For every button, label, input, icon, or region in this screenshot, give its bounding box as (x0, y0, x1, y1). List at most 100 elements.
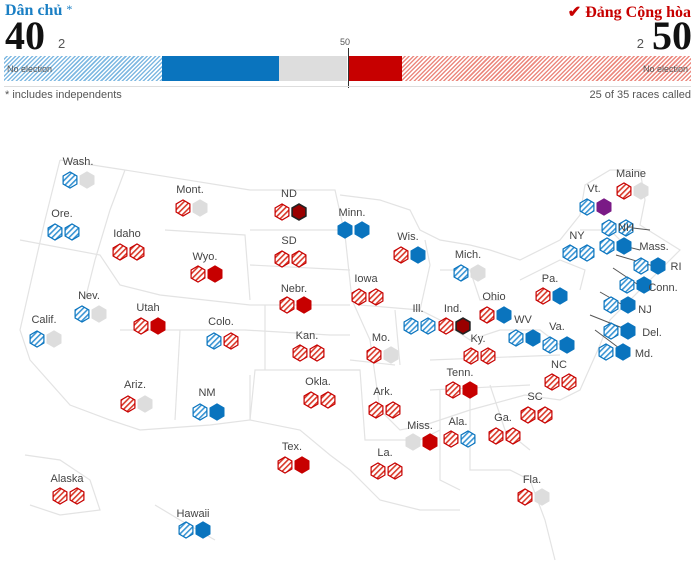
state-hex-alaska-1[interactable] (52, 487, 68, 505)
state-hex-pa-1[interactable] (535, 287, 551, 305)
state-hex-wis-2[interactable] (410, 246, 426, 264)
state-hex-ind-2[interactable] (455, 317, 471, 335)
state-hex-tenn-1[interactable] (445, 381, 461, 399)
state-hex-ala-2[interactable] (460, 430, 476, 448)
state-hex-ore-2[interactable] (64, 223, 80, 241)
state-hex-miss-2[interactable] (422, 433, 438, 451)
state-hex-iowa-2[interactable] (368, 288, 384, 306)
state-hex-pa-2[interactable] (552, 287, 568, 305)
state-hex-wash-1[interactable] (62, 171, 78, 189)
state-hex-kan-1[interactable] (292, 344, 308, 362)
state-hex-sc-1[interactable] (520, 406, 536, 424)
state-hex-mass-1[interactable] (599, 237, 615, 255)
state-hex-va-1[interactable] (542, 336, 558, 354)
state-hex-ky-2[interactable] (480, 347, 496, 365)
state-hex-nc-1[interactable] (544, 373, 560, 391)
state-hex-ny-2[interactable] (579, 244, 595, 262)
state-hex-wv-1[interactable] (508, 329, 524, 347)
state-hex-ohio-2[interactable] (496, 306, 512, 324)
state-hex-nm-2[interactable] (209, 403, 225, 421)
state-hex-minn-2[interactable] (354, 221, 370, 239)
state-hex-ill-2[interactable] (420, 317, 436, 335)
state-hex-ariz-1[interactable] (120, 395, 136, 413)
state-hex-md-1[interactable] (598, 343, 614, 361)
state-hex-conn-1[interactable] (619, 276, 635, 294)
state-hex-nebr-2[interactable] (296, 296, 312, 314)
state-hex-nh-2[interactable] (618, 219, 634, 237)
state-hex-conn-2[interactable] (636, 276, 652, 294)
state-hex-hawaii-1[interactable] (178, 521, 194, 539)
state-hex-va-2[interactable] (559, 336, 575, 354)
state-hex-fla-2[interactable] (534, 488, 550, 506)
state-hex-ri-1[interactable] (633, 257, 649, 275)
state-hex-ri-2[interactable] (650, 257, 666, 275)
state-hex-wv-2[interactable] (525, 329, 541, 347)
state-hex-mo-2[interactable] (383, 346, 399, 364)
state-hex-la-1[interactable] (370, 462, 386, 480)
state-hex-nd-2[interactable] (291, 203, 307, 221)
state-hex-calif-1[interactable] (29, 330, 45, 348)
state-hex-alaska-2[interactable] (69, 487, 85, 505)
state-hex-okla-1[interactable] (303, 391, 319, 409)
state-hex-utah-1[interactable] (133, 317, 149, 335)
state-hex-idaho-1[interactable] (112, 243, 128, 261)
state-hex-idaho-2[interactable] (129, 243, 145, 261)
state-hex-kan-2[interactable] (309, 344, 325, 362)
state-hex-nc-2[interactable] (561, 373, 577, 391)
state-hex-sc-2[interactable] (537, 406, 553, 424)
state-hex-miss-1[interactable] (405, 433, 421, 451)
state-hex-ny-1[interactable] (562, 244, 578, 262)
state-hex-colo-1[interactable] (206, 332, 222, 350)
state-hex-ark-2[interactable] (385, 401, 401, 419)
state-hex-ohio-1[interactable] (479, 306, 495, 324)
state-hex-md-2[interactable] (615, 343, 631, 361)
state-hex-nd-1[interactable] (274, 203, 290, 221)
state-hex-tenn-2[interactable] (462, 381, 478, 399)
state-hex-tex-2[interactable] (294, 456, 310, 474)
state-hex-calif-2[interactable] (46, 330, 62, 348)
state-hex-nev-2[interactable] (91, 305, 107, 323)
state-hex-nj-1[interactable] (603, 296, 619, 314)
state-hex-wyo-1[interactable] (190, 265, 206, 283)
state-hex-sd-2[interactable] (291, 250, 307, 268)
state-hex-del-2[interactable] (620, 322, 636, 340)
state-hex-ariz-2[interactable] (137, 395, 153, 413)
state-hex-iowa-1[interactable] (351, 288, 367, 306)
state-hex-wis-1[interactable] (393, 246, 409, 264)
state-hex-ill-1[interactable] (403, 317, 419, 335)
state-hex-nj-2[interactable] (620, 296, 636, 314)
state-hex-fla-1[interactable] (517, 488, 533, 506)
state-hex-colo-2[interactable] (223, 332, 239, 350)
state-hex-ga-2[interactable] (505, 427, 521, 445)
state-hex-minn-1[interactable] (337, 221, 353, 239)
state-hex-maine-2[interactable] (633, 182, 649, 200)
state-hex-mich-1[interactable] (453, 264, 469, 282)
state-hex-sd-1[interactable] (274, 250, 290, 268)
state-hex-vt-1[interactable] (579, 198, 595, 216)
state-hex-tex-1[interactable] (277, 456, 293, 474)
state-hex-ala-1[interactable] (443, 430, 459, 448)
state-hex-mo-1[interactable] (366, 346, 382, 364)
state-hex-hawaii-2[interactable] (195, 521, 211, 539)
state-hex-mich-2[interactable] (470, 264, 486, 282)
state-hex-wyo-2[interactable] (207, 265, 223, 283)
state-hex-mont-1[interactable] (175, 199, 191, 217)
state-hex-la-2[interactable] (387, 462, 403, 480)
state-hex-nebr-1[interactable] (279, 296, 295, 314)
state-hex-mass-2[interactable] (616, 237, 632, 255)
state-hex-ark-1[interactable] (368, 401, 384, 419)
state-hex-del-1[interactable] (603, 322, 619, 340)
state-hex-utah-2[interactable] (150, 317, 166, 335)
state-hex-ore-1[interactable] (47, 223, 63, 241)
state-hex-ky-1[interactable] (463, 347, 479, 365)
state-hex-maine-1[interactable] (616, 182, 632, 200)
state-hex-nev-1[interactable] (74, 305, 90, 323)
state-hex-nm-1[interactable] (192, 403, 208, 421)
state-hex-nh-1[interactable] (601, 219, 617, 237)
state-hex-okla-2[interactable] (320, 391, 336, 409)
state-hex-ga-1[interactable] (488, 427, 504, 445)
state-hex-mont-2[interactable] (192, 199, 208, 217)
state-hex-vt-2[interactable] (596, 198, 612, 216)
state-hex-wash-2[interactable] (79, 171, 95, 189)
state-hex-ind-1[interactable] (438, 317, 454, 335)
